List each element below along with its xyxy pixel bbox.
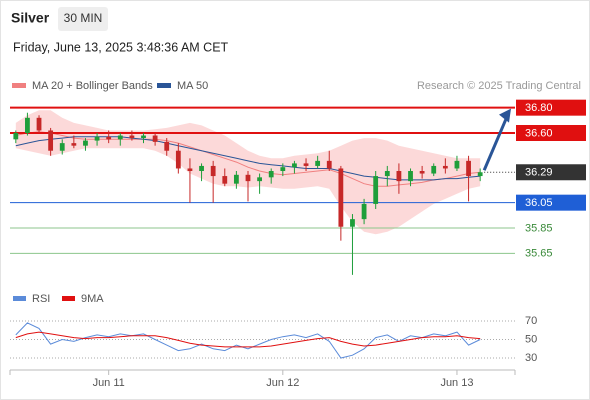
level-label-box	[516, 194, 586, 211]
candle-body	[187, 168, 193, 171]
x-tick-label: Jun 13	[440, 377, 473, 389]
candle-body	[83, 140, 88, 146]
y-tick-label: 30	[525, 352, 537, 364]
timeframe-badge	[58, 7, 108, 31]
candle-body	[466, 160, 471, 177]
candle-body	[141, 135, 146, 139]
candle-body	[106, 136, 112, 140]
candle-body	[315, 160, 321, 166]
candle-body	[361, 203, 367, 220]
candle-body	[48, 130, 54, 151]
level-label: 35.65	[525, 248, 553, 260]
level-label: 36.05	[525, 197, 553, 209]
legend-label: MA 50	[177, 80, 208, 92]
candle-body	[350, 219, 355, 227]
chart-title: Silver	[11, 10, 50, 26]
level-label: 35.85	[525, 222, 553, 234]
candle-body	[292, 163, 297, 168]
candle-body	[117, 135, 123, 140]
candle-body	[59, 143, 65, 151]
y-tick-label: 50	[525, 333, 537, 345]
level-label: 36.60	[525, 127, 553, 139]
indicator-line	[15, 322, 481, 359]
legend-label: MA 20 + Bollinger Bands	[32, 80, 153, 92]
candle-body	[384, 171, 390, 177]
candle-body	[431, 165, 437, 174]
forecast-arrow	[482, 116, 509, 171]
candle-body	[36, 117, 42, 131]
ma-line	[15, 136, 481, 181]
legend-swatch	[12, 83, 26, 88]
x-tick-label: Jun 12	[266, 377, 299, 389]
y-tick-label: 70	[525, 315, 537, 327]
candle-body	[442, 165, 448, 169]
candle-body	[13, 133, 19, 140]
level-label: 36.29	[525, 167, 553, 179]
legend-label: 9MA	[81, 293, 104, 305]
candle-body	[199, 165, 204, 171]
candle-body	[268, 171, 274, 178]
candle-body	[94, 136, 100, 141]
candle-body	[408, 171, 413, 182]
candle-body	[233, 174, 239, 184]
level-label: 36.80	[525, 102, 553, 114]
timeframe: 30 MIN	[64, 11, 103, 25]
candle-body	[257, 177, 262, 182]
x-tick-label: Jun 11	[93, 377, 125, 389]
candle-body	[280, 167, 286, 171]
level-label-box	[516, 125, 586, 141]
candle-body	[210, 165, 216, 177]
candle-body	[71, 143, 77, 146]
candle-body	[373, 176, 379, 204]
level-label-box	[516, 99, 586, 116]
candle-body	[164, 141, 170, 151]
date: Friday, June 13, 2025 3:48:36 AM CET	[13, 40, 229, 54]
legend-label: RSI	[32, 293, 50, 305]
candle-body	[396, 171, 402, 182]
candle-body	[222, 176, 228, 184]
candle-body	[303, 163, 309, 166]
candle-body	[454, 160, 460, 169]
candle-body	[326, 160, 332, 169]
candle-body	[419, 171, 425, 174]
ma-line	[15, 131, 481, 187]
legend-swatch	[62, 296, 75, 301]
candle-body	[129, 135, 135, 139]
forecast-arrowhead	[499, 108, 511, 123]
level-label-box	[516, 164, 586, 181]
candle-body	[338, 168, 344, 227]
source: Research © 2025 Trading Central	[417, 80, 581, 92]
legend-swatch	[157, 83, 171, 88]
candle-body	[175, 150, 181, 169]
legend-swatch	[13, 296, 26, 301]
candle-body	[245, 174, 251, 182]
indicator-line	[15, 331, 481, 348]
candle-body	[152, 135, 158, 142]
candle-body	[477, 172, 483, 177]
candle-body	[25, 117, 30, 133]
